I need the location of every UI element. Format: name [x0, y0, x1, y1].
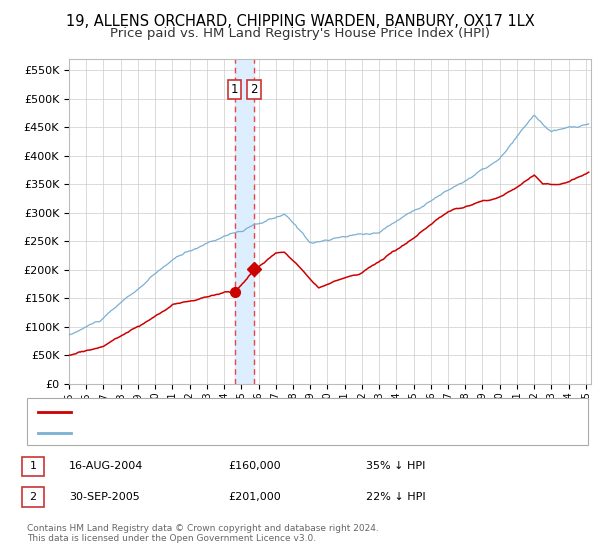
Text: 1: 1 [231, 83, 238, 96]
Text: 19, ALLENS ORCHARD, CHIPPING WARDEN, BANBURY, OX17 1LX (detached house): 19, ALLENS ORCHARD, CHIPPING WARDEN, BAN… [78, 407, 506, 417]
Text: HPI: Average price, detached house, West Northamptonshire: HPI: Average price, detached house, West… [78, 428, 395, 438]
Text: £160,000: £160,000 [228, 461, 281, 471]
Text: 19, ALLENS ORCHARD, CHIPPING WARDEN, BANBURY, OX17 1LX: 19, ALLENS ORCHARD, CHIPPING WARDEN, BAN… [65, 14, 535, 29]
Text: 2: 2 [29, 492, 37, 502]
Text: 2: 2 [250, 83, 258, 96]
Text: 22% ↓ HPI: 22% ↓ HPI [366, 492, 425, 502]
Text: 1: 1 [29, 461, 37, 471]
Text: 30-SEP-2005: 30-SEP-2005 [69, 492, 140, 502]
Text: 16-AUG-2004: 16-AUG-2004 [69, 461, 143, 471]
Text: Price paid vs. HM Land Registry's House Price Index (HPI): Price paid vs. HM Land Registry's House … [110, 27, 490, 40]
Text: 35% ↓ HPI: 35% ↓ HPI [366, 461, 425, 471]
Text: £201,000: £201,000 [228, 492, 281, 502]
Text: Contains HM Land Registry data © Crown copyright and database right 2024.
This d: Contains HM Land Registry data © Crown c… [27, 524, 379, 543]
Bar [235, 59, 254, 384]
